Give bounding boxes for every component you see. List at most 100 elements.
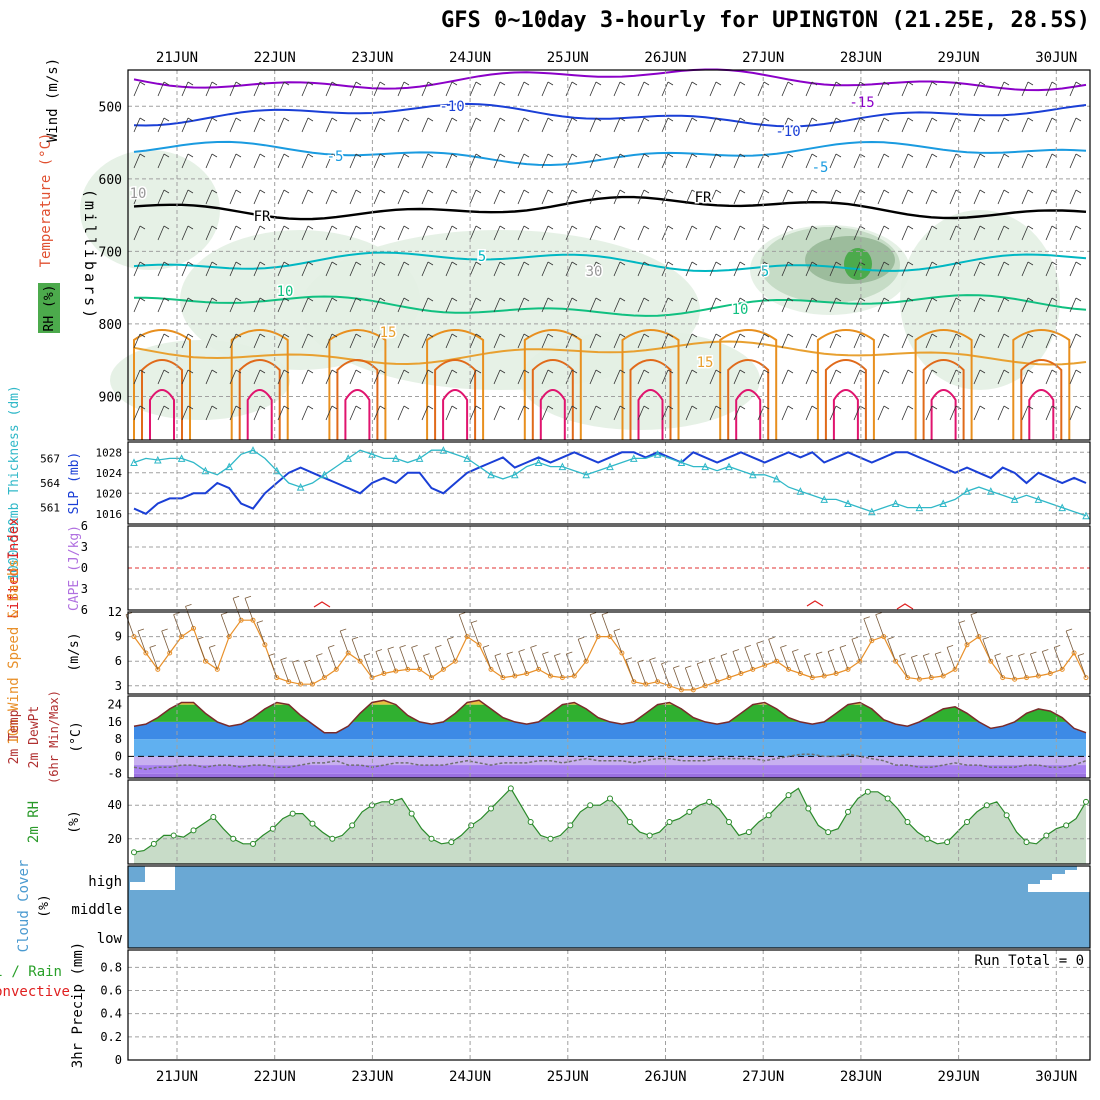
wind-barb bbox=[157, 261, 170, 277]
wind-speed-point bbox=[1012, 676, 1018, 682]
wind-barb bbox=[493, 333, 506, 349]
wind-speed-point bbox=[536, 666, 542, 672]
wind-barb bbox=[554, 653, 563, 678]
wind-barb bbox=[469, 189, 482, 205]
wind-barb bbox=[349, 369, 362, 385]
wind-barb bbox=[946, 645, 956, 670]
wind-barb bbox=[685, 189, 698, 205]
wind-barb bbox=[733, 333, 746, 349]
warm-contour bbox=[735, 389, 762, 440]
surface-wind-panel bbox=[125, 595, 1090, 693]
wind-speed-point bbox=[774, 658, 780, 664]
rh-point bbox=[468, 822, 475, 829]
wind-barb bbox=[757, 225, 770, 241]
wind-barb bbox=[493, 189, 506, 205]
wind-barb bbox=[661, 225, 674, 241]
temperature-axis-label: Temperature (°C) bbox=[38, 133, 54, 268]
wind-barb bbox=[1045, 225, 1058, 241]
stability-panel bbox=[128, 546, 1090, 610]
lifted-index-tick-label: 6 bbox=[81, 603, 88, 617]
wind-speed-point bbox=[488, 666, 494, 672]
wind-barb bbox=[685, 225, 698, 241]
wind-speed-point bbox=[452, 658, 458, 664]
wind-tick-label: 12 bbox=[108, 605, 122, 619]
warm-contour bbox=[336, 359, 379, 440]
isotherm-label: 30 bbox=[586, 264, 603, 280]
series-2m-dewpt bbox=[133, 753, 1087, 771]
bottom-date-tick-label: 25JUN bbox=[547, 1069, 589, 1085]
rh-point bbox=[666, 819, 673, 825]
wind-barb bbox=[709, 405, 722, 421]
isotherm-label: 15 bbox=[697, 355, 714, 371]
wind-barb bbox=[720, 653, 730, 678]
wind-barb bbox=[325, 225, 338, 241]
wind-barb bbox=[877, 333, 890, 349]
wind-speed-point bbox=[845, 666, 851, 672]
thickness-tick-label: 564 bbox=[40, 477, 60, 490]
wind-barb bbox=[997, 369, 1010, 385]
isotherm-FR bbox=[133, 195, 1087, 221]
rh-tick-label: 20 bbox=[108, 832, 122, 846]
wind-barb bbox=[157, 297, 170, 313]
wind-barb bbox=[613, 405, 626, 421]
warm-contour bbox=[816, 329, 875, 440]
wind-barb bbox=[541, 189, 554, 205]
wind-barb bbox=[708, 657, 718, 682]
precip-tick-label: 0.8 bbox=[100, 960, 122, 974]
rh-point bbox=[210, 813, 217, 820]
wind-barb bbox=[173, 612, 182, 637]
wind-barb bbox=[397, 153, 410, 169]
wind-speed-point bbox=[762, 662, 768, 668]
wind-barb bbox=[877, 225, 890, 241]
wind-barb bbox=[997, 405, 1010, 421]
wind-barb bbox=[877, 189, 890, 205]
wind-barb bbox=[229, 225, 242, 241]
thickness-point bbox=[510, 470, 519, 479]
rh-point bbox=[825, 829, 832, 836]
rh-point bbox=[1063, 822, 1070, 829]
isotherm-label: FR bbox=[695, 190, 712, 206]
wind-barb bbox=[1069, 81, 1082, 97]
wind-speed-point bbox=[405, 666, 411, 672]
wind-barb bbox=[877, 81, 890, 97]
precip-tick-label: 0.6 bbox=[100, 984, 122, 998]
wind-barb bbox=[661, 81, 674, 97]
wind-barb bbox=[757, 297, 770, 313]
wind-barb bbox=[351, 636, 361, 662]
wind-barb bbox=[625, 657, 635, 682]
top-date-tick-label: 23JUN bbox=[351, 50, 393, 66]
wind-barb bbox=[613, 189, 626, 205]
wind-barb bbox=[253, 261, 266, 277]
warm-contour bbox=[246, 389, 273, 440]
wind-speed-point bbox=[440, 666, 446, 672]
rh-point bbox=[349, 822, 356, 829]
wind-barb bbox=[781, 81, 794, 97]
slp-panel bbox=[128, 446, 1090, 520]
wind-barb bbox=[157, 117, 170, 133]
wind-barb bbox=[445, 297, 458, 313]
wind-barb bbox=[565, 261, 578, 277]
wind-barb bbox=[781, 117, 794, 133]
wind-speed-point bbox=[202, 658, 208, 664]
wind-speed-point bbox=[500, 675, 506, 681]
rh-point bbox=[884, 795, 891, 802]
rh-shading bbox=[80, 150, 220, 270]
rh-point bbox=[686, 808, 693, 815]
wind-barb bbox=[709, 297, 722, 313]
isotherm-label: 10 bbox=[732, 302, 749, 318]
wind-barb bbox=[421, 261, 434, 277]
wind-barb bbox=[1069, 333, 1082, 349]
precip-tick-label: 0 bbox=[115, 1053, 122, 1067]
wind-speed-point bbox=[643, 681, 649, 687]
wind-barb bbox=[565, 225, 578, 241]
series-2m-temp bbox=[133, 699, 1087, 734]
wind-barb bbox=[349, 225, 362, 241]
wind-barb bbox=[445, 369, 458, 385]
wind-barb bbox=[1030, 651, 1039, 677]
thickness-point bbox=[558, 462, 567, 471]
wind-barb bbox=[253, 405, 266, 421]
wind-speed-point bbox=[655, 679, 661, 685]
wind-barb bbox=[469, 369, 482, 385]
temperature-tick-label: 0 bbox=[115, 749, 122, 763]
